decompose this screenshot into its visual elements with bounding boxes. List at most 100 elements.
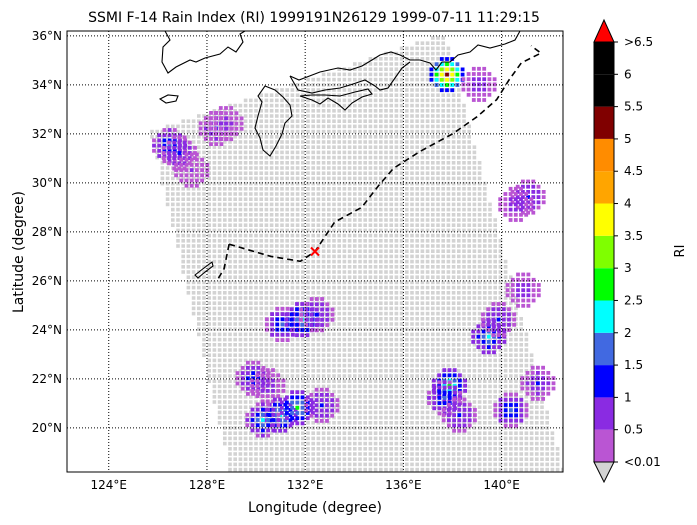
rain-pixel [300, 328, 305, 332]
swath-pixel [457, 447, 461, 451]
swath-pixel [353, 363, 357, 368]
swath-pixel [514, 426, 518, 430]
swath-pixel [358, 166, 362, 170]
swath-pixel [316, 447, 321, 451]
swath-pixel [503, 389, 508, 394]
swath-pixel [353, 369, 357, 373]
swath-pixel [249, 114, 253, 118]
swath-pixel [389, 145, 393, 149]
swath-pixel [249, 311, 253, 316]
swath-pixel [483, 285, 487, 290]
swath-pixel [202, 223, 206, 227]
swath-pixel [451, 207, 456, 212]
swath-pixel [238, 467, 243, 472]
swath-pixel [405, 202, 409, 207]
swath-pixel [259, 431, 263, 435]
swath-pixel [420, 426, 425, 430]
swath-pixel [295, 270, 300, 274]
swath-pixel [243, 197, 248, 201]
swath-pixel [259, 410, 263, 415]
swath-pixel [462, 103, 466, 108]
swath-pixel [410, 363, 414, 368]
swath-pixel [223, 410, 227, 415]
swath-pixel [337, 119, 341, 123]
swath-pixel [441, 223, 445, 227]
swath-pixel [223, 306, 227, 311]
swath-pixel [451, 447, 456, 451]
swath-pixel [457, 369, 461, 373]
swath-pixel [249, 317, 253, 321]
swath-pixel [316, 171, 321, 175]
swath-pixel [358, 358, 362, 363]
swath-pixel [379, 109, 383, 113]
swath-pixel [379, 301, 383, 305]
swath-pixel [176, 171, 180, 175]
swath-pixel [498, 285, 503, 290]
swath-pixel [467, 353, 471, 357]
swath-pixel [233, 389, 237, 394]
swath-pixel [264, 280, 269, 285]
swath-pixel [399, 426, 404, 430]
swath-pixel [488, 457, 492, 461]
swath-pixel [477, 311, 482, 316]
swath-pixel [207, 119, 211, 123]
swath-pixel [503, 369, 508, 373]
swath-pixel [394, 306, 399, 311]
swath-pixel [441, 181, 445, 186]
swath-pixel [269, 415, 274, 420]
swath-pixel [472, 197, 477, 201]
swath-pixel [275, 296, 279, 300]
swath-pixel [285, 223, 289, 227]
swath-pixel [327, 213, 331, 217]
swath-pixel [555, 462, 560, 467]
swath-pixel [212, 254, 217, 259]
swath-pixel [347, 197, 352, 201]
swath-pixel [373, 207, 378, 212]
swath-pixel [389, 150, 393, 155]
swath-pixel [436, 155, 440, 160]
swath-pixel [363, 291, 367, 295]
swath-pixel [379, 415, 383, 420]
swath-pixel [519, 384, 523, 389]
swath-pixel [451, 270, 456, 274]
swath-pixel [217, 322, 222, 326]
swath-pixel [243, 166, 248, 170]
swath-pixel [202, 353, 206, 357]
swath-pixel [197, 233, 201, 238]
swath-pixel [249, 436, 253, 441]
swath-pixel [259, 353, 263, 357]
swath-pixel [394, 171, 399, 175]
swath-pixel [342, 259, 347, 264]
swath-pixel [259, 259, 263, 264]
swath-pixel [337, 322, 341, 326]
swath-pixel [280, 145, 284, 149]
swath-pixel [415, 353, 419, 357]
swath-pixel [249, 421, 253, 425]
rain-pixel [167, 128, 172, 132]
swath-pixel [389, 363, 393, 368]
swath-pixel [436, 249, 440, 253]
swath-pixel [264, 161, 269, 165]
swath-pixel [394, 317, 399, 321]
swath-pixel [280, 135, 284, 139]
swath-pixel [264, 275, 269, 279]
swath-pixel [477, 322, 482, 326]
swath-pixel [457, 467, 461, 472]
swath-pixel [337, 259, 341, 264]
swath-pixel [436, 233, 440, 238]
swath-pixel [290, 98, 295, 103]
swath-pixel [425, 441, 430, 446]
swath-pixel [519, 467, 523, 472]
rain-pixel [189, 178, 194, 183]
swath-pixel [399, 197, 404, 201]
swath-pixel [332, 218, 336, 222]
swath-pixel [275, 88, 279, 92]
swath-pixel [462, 166, 466, 170]
swath-pixel [384, 379, 388, 383]
swath-pixel [457, 285, 461, 290]
swath-pixel [332, 462, 336, 467]
swath-pixel [280, 348, 284, 352]
swath-pixel [524, 369, 529, 373]
swath-pixel [321, 213, 326, 217]
swath-pixel [217, 343, 222, 347]
